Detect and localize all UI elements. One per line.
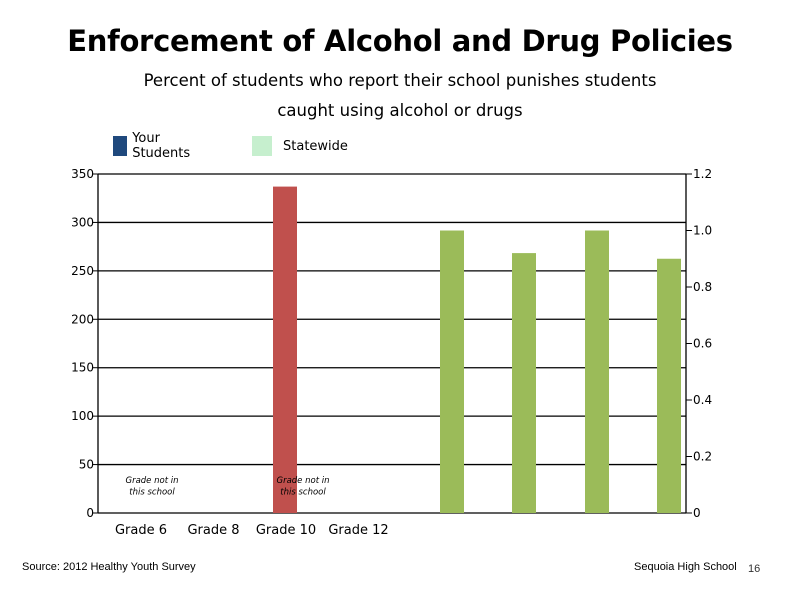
y-right-tick-label: 0.2 [693,450,712,464]
y-right-tick-label: 1.2 [693,167,712,181]
bar [657,258,681,513]
y-left-tick-label: 200 [71,312,94,326]
school-name: Sequoia High School [634,561,737,573]
bar-chart: 0 50 100 150 200 250 300 350 0 0.2 0.4 0.6 0.8 1.0 1.2… [71,167,712,538]
legend-swatch-statewide [252,136,272,156]
legend-item-your-students: Your Students [113,131,196,161]
y-right-tick-label: 0.4 [693,393,712,407]
legend-swatch-your-students [113,136,128,156]
x-tick-label: Grade 10 [256,523,316,538]
y-right-tick-label: 1.0 [693,224,712,238]
x-tick-label: Grade 12 [328,523,388,538]
chart-subtitle: Percent of students who report their sch… [100,66,700,126]
x-tick-label: Grade 8 [187,523,239,538]
y-left-tick-label: 250 [71,264,94,278]
legend-label-your-students: Your Students [132,131,191,161]
subtitle-line-2: caught using alcohol or drugs [277,101,523,120]
y-left-tick-label: 50 [79,458,94,472]
legend-label-statewide: Statewide [283,138,348,154]
bar [440,230,464,513]
legend-item-statewide: Statewide [252,136,348,156]
bar [585,230,609,513]
subtitle-line-1: Percent of students who report their sch… [143,71,657,90]
y-right-tick-label: 0 [693,506,701,520]
bar [512,253,536,513]
annotation-label: Grade not in [277,476,330,486]
y-left-tick-label: 0 [86,506,94,520]
y-left-tick-label: 150 [71,361,94,375]
y-left-tick-label: 350 [71,167,94,181]
source-note: Source: 2012 Healthy Youth Survey [22,561,196,573]
y-left-tick-label: 100 [71,409,94,423]
annotation-label: this school [280,488,326,498]
y-left-tick-label: 300 [71,215,94,229]
x-tick-label: Grade 6 [115,523,167,538]
y-right-tick-label: 0.6 [693,337,712,351]
y-right-tick-label: 0.8 [693,280,712,294]
chart-title: Enforcement of Alcohol and Drug Policies [67,24,733,58]
bar [273,186,297,513]
annotation-label: this school [129,488,175,498]
annotation-label: Grade not in [126,476,179,486]
page-number: 16 [748,563,761,575]
